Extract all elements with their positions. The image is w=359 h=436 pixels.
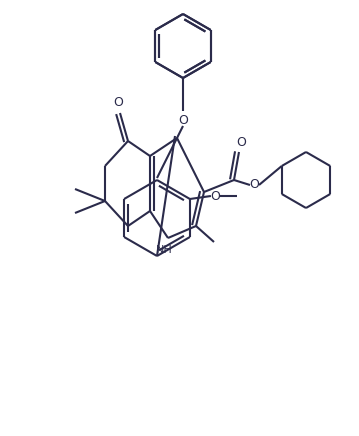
Text: O: O xyxy=(113,96,123,109)
Text: O: O xyxy=(178,115,188,127)
Text: O: O xyxy=(210,190,220,202)
Text: NH: NH xyxy=(155,245,172,255)
Text: O: O xyxy=(249,178,259,191)
Text: O: O xyxy=(236,136,246,149)
